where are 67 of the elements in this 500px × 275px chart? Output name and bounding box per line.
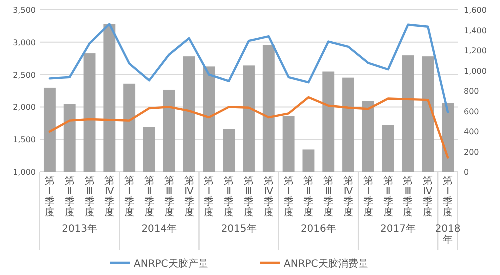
x-tick-label: 第Ⅱ季度: [64, 175, 75, 218]
bar: [163, 90, 176, 172]
text: 2015年: [221, 223, 257, 235]
x-tick-label: 第Ⅱ季度: [304, 175, 314, 218]
bar: [382, 125, 394, 172]
x-tick-label: 第Ⅳ季度: [344, 175, 354, 218]
bar: [322, 72, 335, 172]
x-tick-label: 第Ⅱ季度: [144, 175, 154, 218]
text: 2013年: [62, 223, 98, 235]
line-series: [48, 23, 450, 114]
y2-tick-label: 1,200: [464, 46, 487, 56]
x-tick-label: 第Ⅰ季度: [443, 175, 454, 218]
bar: [44, 88, 56, 172]
x-tick-label: 第Ⅱ季度: [383, 175, 394, 218]
bar: [223, 129, 236, 172]
bar: [342, 78, 354, 172]
y2-tick-label: 200: [464, 148, 480, 157]
line-series: [48, 96, 450, 159]
y2-tick-label: 0: [464, 168, 470, 177]
y2-tick-label: 800: [464, 87, 480, 96]
x-tick-label: 第Ⅳ季度: [264, 175, 274, 218]
text: 2017年: [380, 223, 416, 235]
y-tick-label: 1,500: [13, 136, 36, 145]
x-tick-label: 第Ⅱ季度: [224, 175, 234, 218]
x-tick-label: 第Ⅲ季度: [164, 175, 174, 218]
text: 2016年: [300, 223, 336, 235]
x-tick-label: 第Ⅲ季度: [244, 175, 254, 218]
x-tick-label: 第Ⅳ季度: [104, 175, 116, 218]
y-tick-label: 2,500: [13, 70, 36, 80]
bar: [302, 150, 315, 172]
bar: [84, 54, 96, 172]
legend-label: ANRPC天胶消费量: [284, 258, 368, 270]
x-tick-label: 第Ⅲ季度: [403, 175, 414, 218]
x-tick-label: 第Ⅰ季度: [284, 175, 294, 218]
y2-tick-label: 1,400: [464, 26, 487, 36]
y-tick-label: 1,000: [13, 168, 36, 177]
y-tick-label: 3,500: [13, 6, 36, 15]
y2-tick-label: 600: [464, 107, 480, 116]
x-tick-label: 第Ⅰ季度: [44, 175, 55, 218]
x-tick-label: 第Ⅰ季度: [363, 175, 374, 218]
bar: [282, 116, 295, 172]
bar: [104, 24, 116, 172]
bar: [124, 84, 136, 172]
bar: [362, 101, 374, 172]
text: 2018年: [435, 224, 461, 246]
bar: [203, 66, 216, 172]
bar: [64, 104, 76, 172]
bar: [144, 127, 156, 172]
bar: [183, 56, 196, 172]
y2-tick-label: 400: [464, 128, 480, 136]
bar: [422, 56, 434, 172]
x-tick-label: 第Ⅲ季度: [84, 175, 95, 218]
x-tick-label: 第Ⅲ季度: [324, 175, 334, 218]
x-tick-label: 第Ⅳ季度: [423, 175, 434, 218]
bar: [262, 45, 275, 172]
y2-tick-label: 1,000: [464, 66, 487, 76]
y-tick-label: 2,000: [13, 103, 36, 112]
x-tick-label: 第Ⅰ季度: [124, 175, 135, 218]
y-tick-label: 3,000: [13, 38, 36, 48]
y2-tick-label: 1,600: [464, 6, 487, 15]
bar: [402, 56, 414, 172]
x-tick-label: 第Ⅳ季度: [184, 175, 195, 218]
legend-label: ANRPC天胶产量: [134, 258, 208, 270]
x-tick-label: 第Ⅰ季度: [204, 175, 214, 218]
bar: [243, 66, 255, 172]
text: 2014年: [142, 223, 178, 235]
bar: [442, 103, 454, 172]
